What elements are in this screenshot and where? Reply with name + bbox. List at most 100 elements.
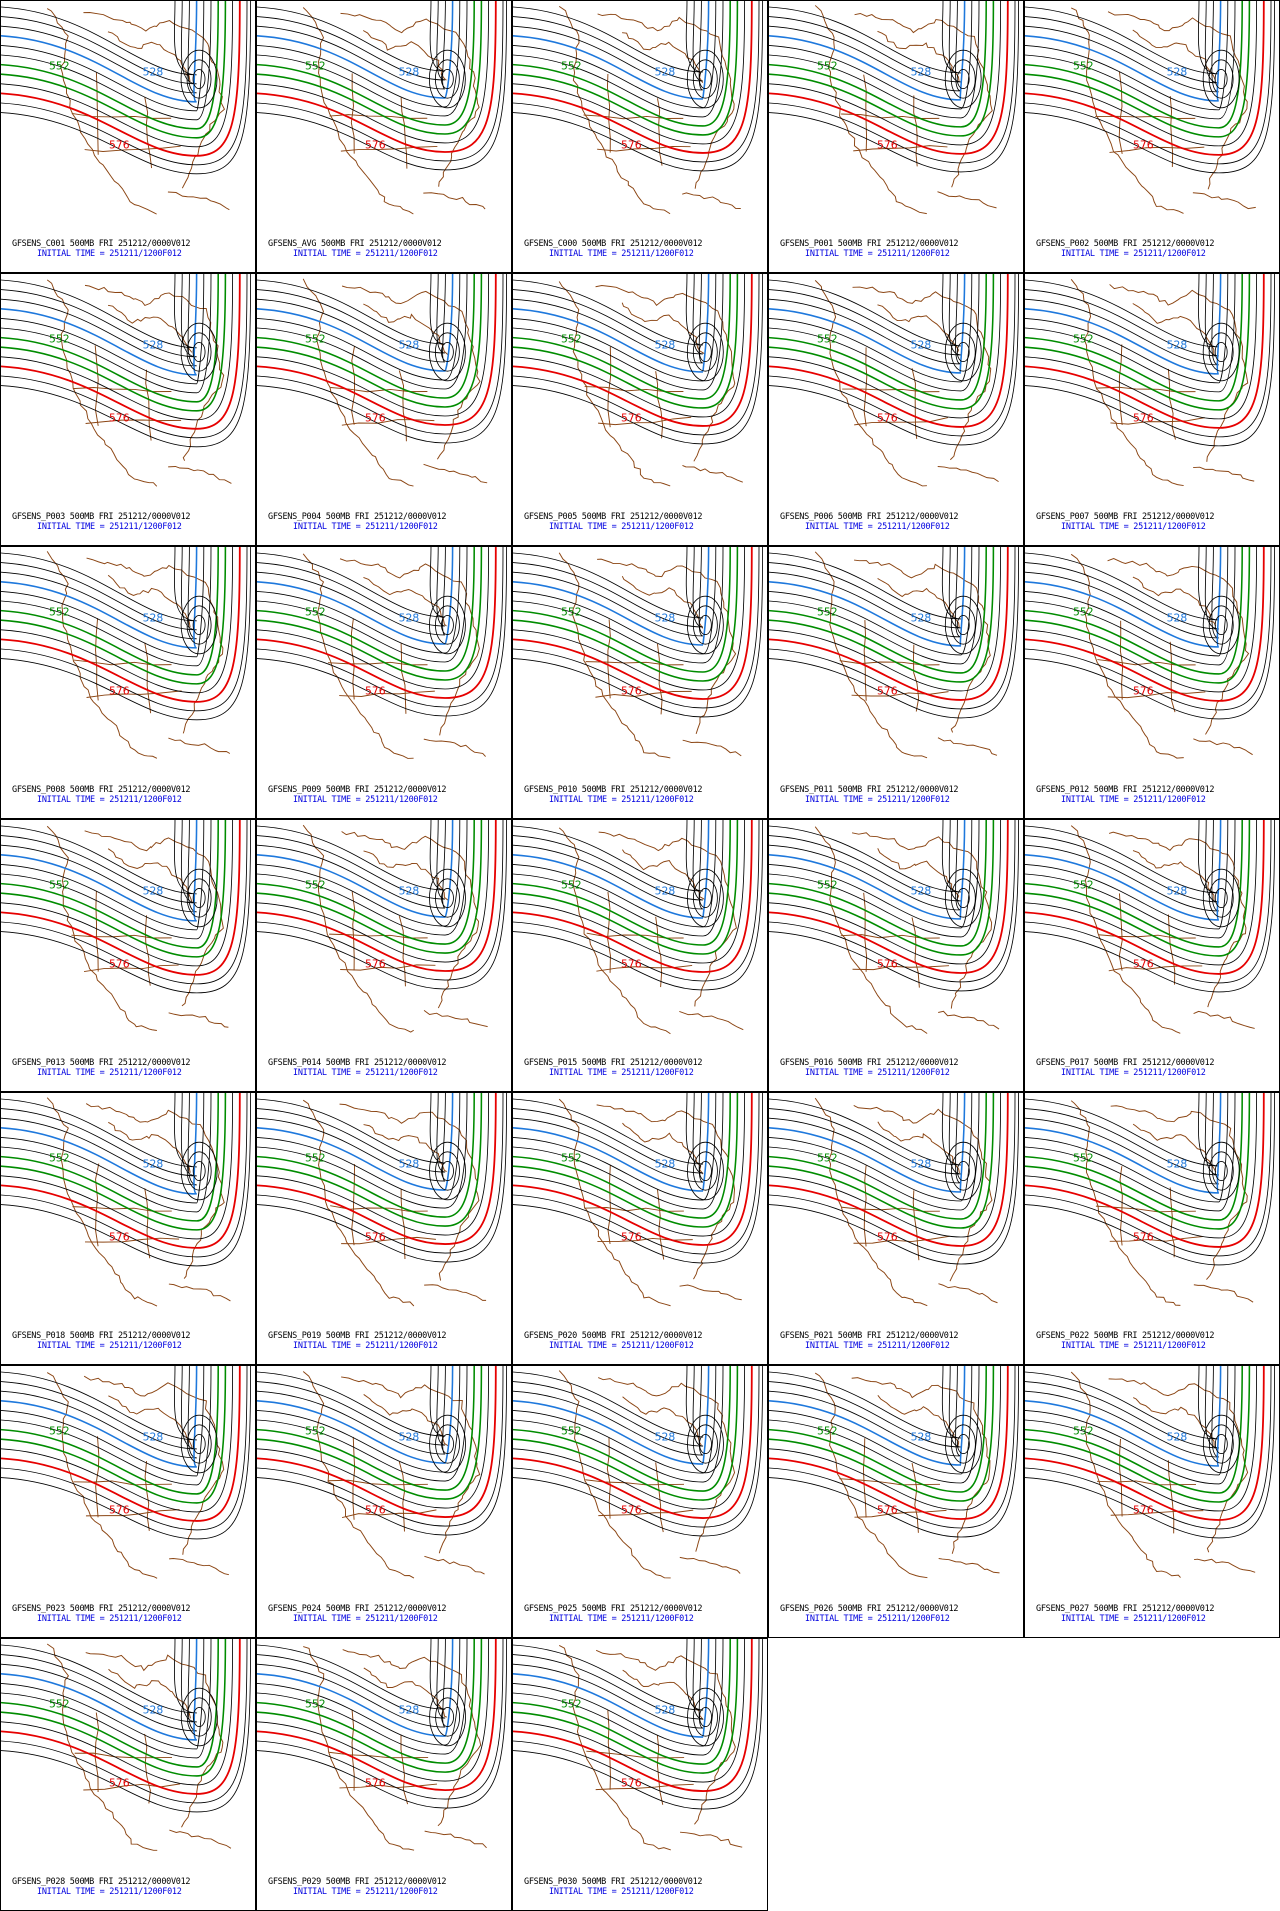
contour [257,1366,446,1437]
contour [428,322,466,382]
contour [1025,1,1219,84]
contour [769,1,961,92]
panel-init-time: INITIAL TIME = 251211/1200F012 [805,522,950,532]
coastline [863,347,868,427]
map: 528 552 576 [257,547,508,759]
coastline [400,1188,406,1259]
coastline [1119,1166,1123,1246]
coastline [911,368,918,439]
coastline [1192,192,1256,210]
map-panel: 528 552 576 GFSENS_P002 500MB FRI 251212/00… [1024,0,1280,273]
contour [956,341,970,363]
contour [769,1093,966,1193]
panel-label: GFSENS_P005 500MB FRI 251212/0000V012 [524,512,703,522]
contour [257,820,497,972]
map: 528 552 576 [1,1,252,215]
map-panel: 528 552 576 GFSENS_P023 500MB FRI 251212/00… [0,1365,256,1638]
contour [513,1366,760,1528]
coastline [423,192,486,210]
contour [257,274,483,408]
map-layer: 528 552 576 [1,1,252,215]
contour [687,1687,724,1747]
contour-label: 552 [305,332,326,345]
panel-init-time: INITIAL TIME = 251211/1200F012 [805,1068,950,1078]
panel-label: GFSENS_P024 500MB FRI 251212/0000V012 [268,1604,447,1614]
map: 528 552 576 [513,274,764,487]
contour-label: 576 [365,1777,386,1790]
contour [1025,274,1243,402]
map-panel: 528 552 576 GFSENS_P015 500MB FRI 251212/00… [512,819,768,1092]
coastline [423,1009,488,1028]
contour [440,341,454,363]
coastline [622,1669,704,1721]
contour [1,547,198,649]
panel-label: GFSENS_P021 500MB FRI 251212/0000V012 [780,1331,959,1341]
contour [1025,547,1219,621]
map-layer: 528 552 576 [1,820,252,1031]
map-panel: 528 552 576 GFSENS_P024 500MB FRI 251212/00… [256,1365,512,1638]
coastline [606,73,611,153]
contour [769,1366,966,1466]
contour [513,1366,704,1456]
contour [257,274,446,354]
contour [769,274,961,356]
contour [257,1639,504,1800]
coastline [302,553,414,759]
contour [192,614,206,636]
contour [257,1,446,90]
coastline [168,1283,231,1302]
contour [1,547,252,721]
panel-init-time: INITIAL TIME = 251211/1200F012 [293,522,438,532]
coastline [595,690,692,698]
contour-label: 552 [1073,1424,1094,1437]
map-panel: 528 552 576 GFSENS_P008 500MB FRI 251212/00… [0,546,256,819]
contour [1214,887,1228,909]
contour [257,547,461,654]
coastline [877,1121,960,1174]
contour [769,1366,962,1457]
contour [513,1639,760,1801]
contour [257,820,504,981]
contour [435,1424,460,1464]
panel-init-time: INITIAL TIME = 251211/1200F012 [549,795,694,805]
contour-label: 576 [621,1777,642,1790]
contour-label: 552 [817,1151,838,1164]
contour [769,274,987,401]
contour-label: 528 [399,1703,420,1716]
panel-init-time: INITIAL TIME = 251211/1200F012 [293,1341,438,1351]
contour [257,1093,504,1254]
contour [1025,1093,1222,1194]
coastline [72,387,172,393]
contour [1025,820,1229,930]
contour [1,1,241,157]
contour-label: 528 [399,1157,420,1170]
contour [1,547,212,667]
map-panel: 528 552 576 GFSENS_P017 500MB FRI 251212/00… [1024,819,1280,1092]
map: 528 552 576 [769,274,1020,487]
map-layer: 528 552 576 [769,1,1020,215]
contour [513,274,753,427]
map: 528 552 576 [257,274,508,487]
contour [944,1141,982,1201]
contour [180,1414,218,1474]
contour [513,1639,704,1729]
contour [513,820,704,901]
coastline [363,577,447,627]
contour-label: 576 [365,958,386,971]
panel-label: GFSENS_P023 500MB FRI 251212/0000V012 [12,1604,191,1614]
contour [769,1093,987,1220]
contour [257,1093,446,1182]
contour [1,1093,197,1186]
contour-label: 528 [399,65,420,78]
contour [1025,547,1265,702]
coastline [877,578,960,628]
map-panel: 528 552 576 GFSENS_P005 500MB FRI 251212/00… [512,273,768,546]
contour [769,1366,1020,1538]
coastline [400,97,408,169]
contour-label: 576 [365,685,386,698]
contour [1,820,252,994]
contour [686,595,724,655]
contour [769,1,1002,146]
contour [1025,1093,1219,1167]
contour [257,1366,454,1464]
